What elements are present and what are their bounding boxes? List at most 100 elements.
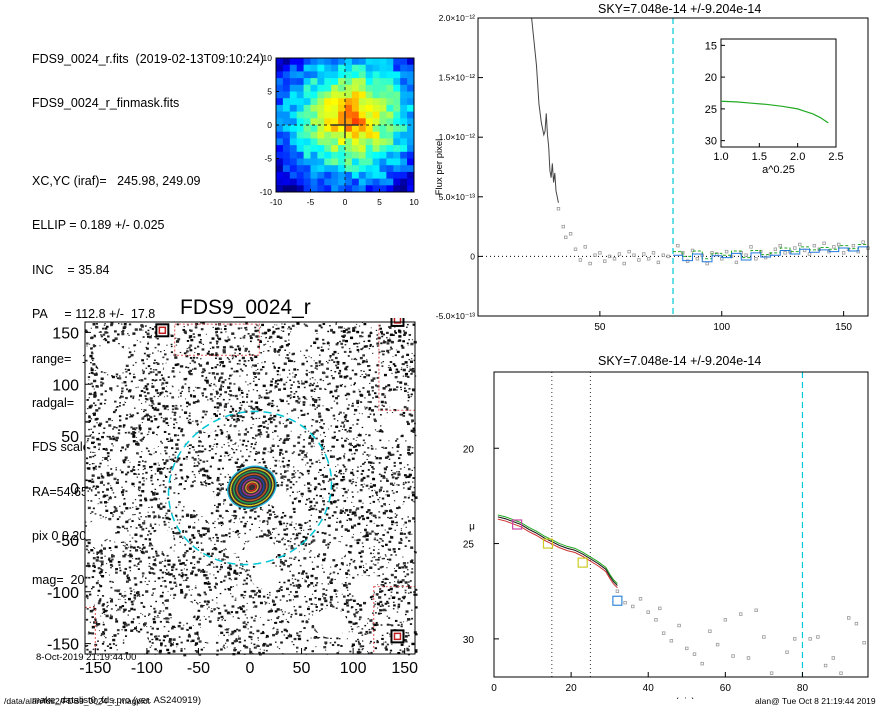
noise-pixel [407, 343, 409, 345]
noise-pixel [208, 351, 210, 353]
noise-pixel [263, 596, 265, 598]
noise-pixel [150, 454, 152, 456]
noise-pixel [163, 610, 164, 611]
noise-pixel [141, 451, 142, 452]
noise-pixel [389, 559, 392, 561]
noise-pixel [274, 514, 276, 515]
noise-pixel [352, 631, 353, 632]
noise-pixel [412, 470, 413, 471]
noise-pixel [220, 332, 222, 334]
noise-pixel [291, 641, 292, 642]
noise-pixel [293, 558, 295, 559]
noise-pixel [199, 437, 200, 438]
noise-pixel [303, 536, 306, 538]
noise-pixel [99, 463, 101, 465]
noise-pixel [243, 622, 246, 624]
noise-pixel [215, 386, 216, 387]
noise-pixel [303, 446, 306, 448]
noise-pixel [238, 389, 240, 391]
heatmap-cell [407, 165, 414, 172]
noise-pixel [136, 626, 137, 627]
noise-pixel [148, 613, 150, 615]
noise-pixel [202, 527, 204, 529]
noise-pixel [181, 642, 183, 644]
noise-pixel [143, 411, 145, 412]
heatmap-cell [359, 125, 366, 132]
noise-pixel [407, 569, 408, 570]
noise-pixel [141, 409, 142, 410]
noise-pixel [233, 452, 235, 454]
noise-pixel [244, 350, 246, 352]
noise-pixel [145, 401, 146, 402]
noise-pixel [331, 407, 333, 409]
noise-pixel [284, 350, 286, 351]
noise-pixel [317, 405, 320, 407]
heatmap-cell [393, 71, 400, 78]
noise-pixel [262, 644, 265, 646]
noise-pixel [337, 363, 339, 365]
noise-pixel [93, 485, 95, 487]
noise-pixel [218, 338, 221, 340]
noise-pixel [151, 639, 153, 640]
heatmap-cell [311, 185, 318, 192]
noise-pixel [374, 523, 375, 524]
noise-pixel [384, 396, 386, 398]
noise-pixel [173, 650, 176, 652]
heatmap-cell [304, 65, 311, 72]
noise-pixel [96, 323, 98, 325]
noise-pixel [319, 422, 320, 423]
noise-pixel [194, 352, 195, 353]
x-tick-label: 5 [377, 197, 382, 207]
noise-pixel [119, 402, 121, 403]
noise-pixel [291, 384, 293, 386]
noise-pixel [160, 468, 162, 469]
noise-pixel [371, 409, 374, 411]
noise-pixel [130, 546, 133, 548]
noise-pixel [404, 390, 407, 392]
noise-pixel [124, 610, 126, 612]
noise-pixel [316, 407, 318, 408]
noise-pixel [246, 617, 248, 618]
noise-pixel [286, 425, 288, 427]
noise-pixel [95, 495, 97, 496]
noise-pixel [321, 508, 324, 510]
noise-pixel [362, 645, 364, 647]
noise-pixel [391, 624, 393, 626]
noise-pixel [129, 389, 132, 391]
noise-pixel [395, 332, 397, 334]
noise-pixel [125, 369, 127, 370]
noise-pixel [296, 632, 298, 634]
noise-pixel [379, 474, 381, 476]
noise-pixel [178, 409, 179, 410]
noise-pixel [251, 446, 253, 447]
noise-pixel [229, 565, 232, 567]
noise-pixel [88, 376, 90, 378]
noise-pixel [287, 377, 288, 378]
noise-pixel [200, 441, 201, 442]
noise-pixel [332, 559, 335, 561]
noise-pixel [161, 392, 163, 394]
noise-pixel [381, 401, 384, 403]
noise-pixel [347, 366, 349, 367]
noise-pixel [257, 637, 259, 638]
noise-pixel [263, 351, 264, 352]
noise-pixel [94, 393, 97, 395]
noise-pixel [282, 457, 284, 459]
heatmap-cell [386, 58, 393, 65]
heatmap-cell [366, 132, 373, 139]
noise-pixel [366, 361, 368, 363]
noise-pixel [224, 405, 227, 408]
noise-pixel [266, 520, 268, 522]
noise-pixel [135, 558, 137, 560]
heatmap-cell [345, 112, 352, 119]
noise-pixel [294, 557, 296, 559]
noise-pixel [190, 485, 193, 488]
noise-pixel [362, 362, 364, 363]
noise-pixel [255, 435, 258, 437]
noise-pixel [329, 360, 331, 361]
noise-pixel [120, 511, 123, 513]
noise-pixel [100, 550, 103, 552]
noise-pixel [357, 627, 358, 628]
noise-pixel [172, 454, 174, 456]
heatmap-cell [359, 98, 366, 105]
